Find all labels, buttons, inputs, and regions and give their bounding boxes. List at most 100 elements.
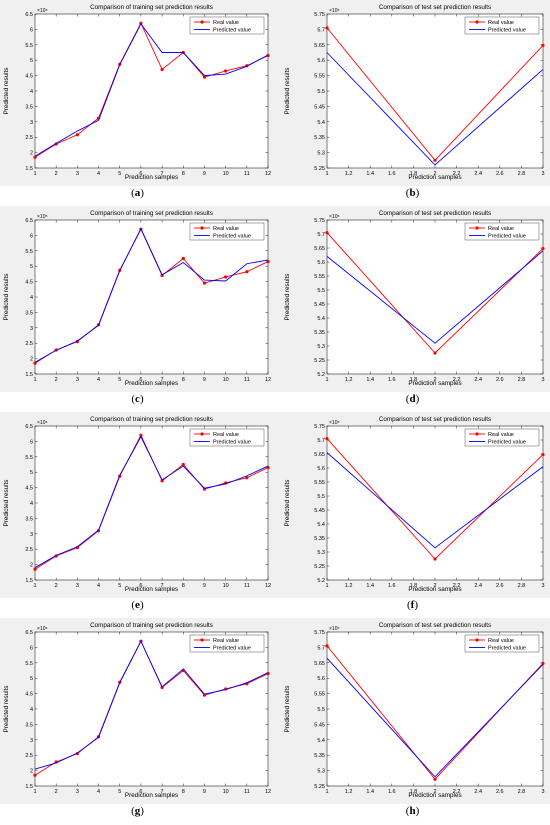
legend-entry: Predicted value <box>213 28 251 34</box>
x-tick-label: 3 <box>76 789 79 795</box>
x-tick-label: 1 <box>33 583 36 589</box>
caption-letter: f <box>410 599 415 611</box>
chart-title: Comparison of test set prediction result… <box>379 416 491 423</box>
chart-caption-g: (g) <box>131 805 144 817</box>
y-tick-label: 5.55 <box>314 274 325 280</box>
series-line-1 <box>326 452 544 549</box>
y-tick-label: 2 <box>30 563 33 569</box>
y-tick-label: 5.55 <box>314 480 325 486</box>
x-tick-label: 2 <box>55 377 58 383</box>
y-tick-label: 3 <box>30 532 33 538</box>
legend-entry: Real value <box>488 432 514 438</box>
data-point <box>541 43 545 48</box>
series-line-1 <box>326 52 544 166</box>
x-tick-label: 10 <box>223 377 229 383</box>
x-tick-label: 9 <box>203 377 206 383</box>
caption-letter: h <box>409 805 416 817</box>
y-tick-label: 5.7 <box>317 645 325 651</box>
y-tick-label: 2.5 <box>25 341 33 347</box>
chart-title: Comparison of test set prediction result… <box>379 210 491 217</box>
x-tick-label: 3 <box>541 789 544 795</box>
y-tick-label: 4.5 <box>25 74 33 80</box>
x-tick-label: 1.8 <box>410 583 418 589</box>
data-point <box>433 351 437 355</box>
y-tick-label: 5.7 <box>317 438 325 444</box>
x-tick-label: 1 <box>325 171 328 177</box>
y-tick-label: 6.5 <box>25 424 33 430</box>
plot-area <box>34 219 269 375</box>
chart-b: 5.25 5.3 5.35 5.4 5.45 5.5 5.55 5.6 5.65 5.7 5.75 1… <box>275 0 550 186</box>
x-tick-label: 2.2 <box>453 583 461 589</box>
y-axis-exponent: ×10⁵ <box>329 420 340 426</box>
x-tick-label: 1.6 <box>388 583 396 589</box>
x-tick-label: 3 <box>76 583 79 589</box>
legend-entry: Real value <box>488 226 514 232</box>
y-tick-label: 5.45 <box>314 104 325 110</box>
series-line-1 <box>34 227 269 363</box>
x-tick-label: 1.2 <box>345 377 353 383</box>
x-tick-label: 8 <box>182 171 185 177</box>
data-point <box>181 256 185 261</box>
x-tick-label: 1.4 <box>366 377 374 383</box>
chart-caption-d: (d) <box>405 393 420 405</box>
y-tick-label: 4 <box>30 295 33 301</box>
y-tick-label: 5.5 <box>317 494 325 500</box>
x-tick-label: 2.8 <box>518 583 526 589</box>
y-axis-label: Predicted results <box>3 480 10 527</box>
legend-entry: Real value <box>488 20 514 26</box>
x-tick-label: 11 <box>244 789 250 795</box>
x-tick-label: 10 <box>223 171 229 177</box>
y-tick-label: 1.5 <box>25 372 33 378</box>
y-tick-label: 1.5 <box>25 166 33 172</box>
y-tick-label: 6 <box>30 645 33 651</box>
data-point <box>325 26 329 30</box>
y-tick-label: 5.4 <box>317 316 325 322</box>
y-tick-label: 5.75 <box>314 630 325 636</box>
chart-d: 5.2 5.25 5.3 5.35 5.4 5.45 5.5 5.55 5.6 5.65 5.7 5.… <box>275 206 550 392</box>
plot-area <box>326 219 544 375</box>
legend-marker <box>475 226 479 230</box>
caption-letter: g <box>134 805 141 817</box>
y-tick-label: 4 <box>30 707 33 713</box>
y-axis-label: Predicted results <box>284 68 291 115</box>
y-tick-label: 3.5 <box>25 104 33 110</box>
x-tick-label: 2.8 <box>518 789 526 795</box>
x-tick-label: 11 <box>244 171 250 177</box>
data-point <box>224 69 228 73</box>
x-tick-label: 2 <box>55 583 58 589</box>
x-tick-label: 7 <box>161 171 164 177</box>
x-tick-label: 1 <box>325 377 328 383</box>
legend-entry: Real value <box>213 432 239 438</box>
plot-area <box>34 631 269 787</box>
y-tick-label: 5.35 <box>314 330 325 336</box>
data-point <box>33 567 37 571</box>
x-tick-label: 1 <box>33 377 36 383</box>
y-tick-label: 5.7 <box>317 232 325 238</box>
x-axis-label: Prediction samples <box>125 380 178 387</box>
y-tick-label: 3.5 <box>25 722 33 728</box>
y-tick-label: 2.5 <box>25 547 33 553</box>
x-tick-label: 9 <box>203 789 206 795</box>
y-tick-label: 5.25 <box>314 358 325 364</box>
x-tick-label: 1 <box>33 171 36 177</box>
x-axis-label: Prediction samples <box>408 586 461 593</box>
caption-letter: d <box>409 393 416 405</box>
x-tick-label: 6 <box>139 377 142 383</box>
chart-f: 5.2 5.25 5.3 5.35 5.4 5.45 5.5 5.55 5.6 5.65 5.7 5.… <box>275 412 550 598</box>
x-tick-label: 7 <box>161 583 164 589</box>
x-tick-label: 1.4 <box>366 583 374 589</box>
x-tick-label: 5 <box>118 789 121 795</box>
y-tick-label: 5.3 <box>317 769 325 775</box>
x-tick-label: 4 <box>97 377 100 383</box>
y-tick-label: 5.5 <box>25 661 33 667</box>
x-tick-label: 2.2 <box>453 171 461 177</box>
x-tick-label: 1.8 <box>410 171 418 177</box>
y-tick-label: 2 <box>30 357 33 363</box>
y-tick-label: 3.5 <box>25 310 33 316</box>
y-tick-label: 4.5 <box>25 280 33 286</box>
y-tick-label: 6.5 <box>25 218 33 224</box>
y-tick-label: 6.5 <box>25 630 33 636</box>
data-point <box>160 479 164 483</box>
data-point <box>541 661 545 666</box>
x-tick-label: 12 <box>265 789 271 795</box>
